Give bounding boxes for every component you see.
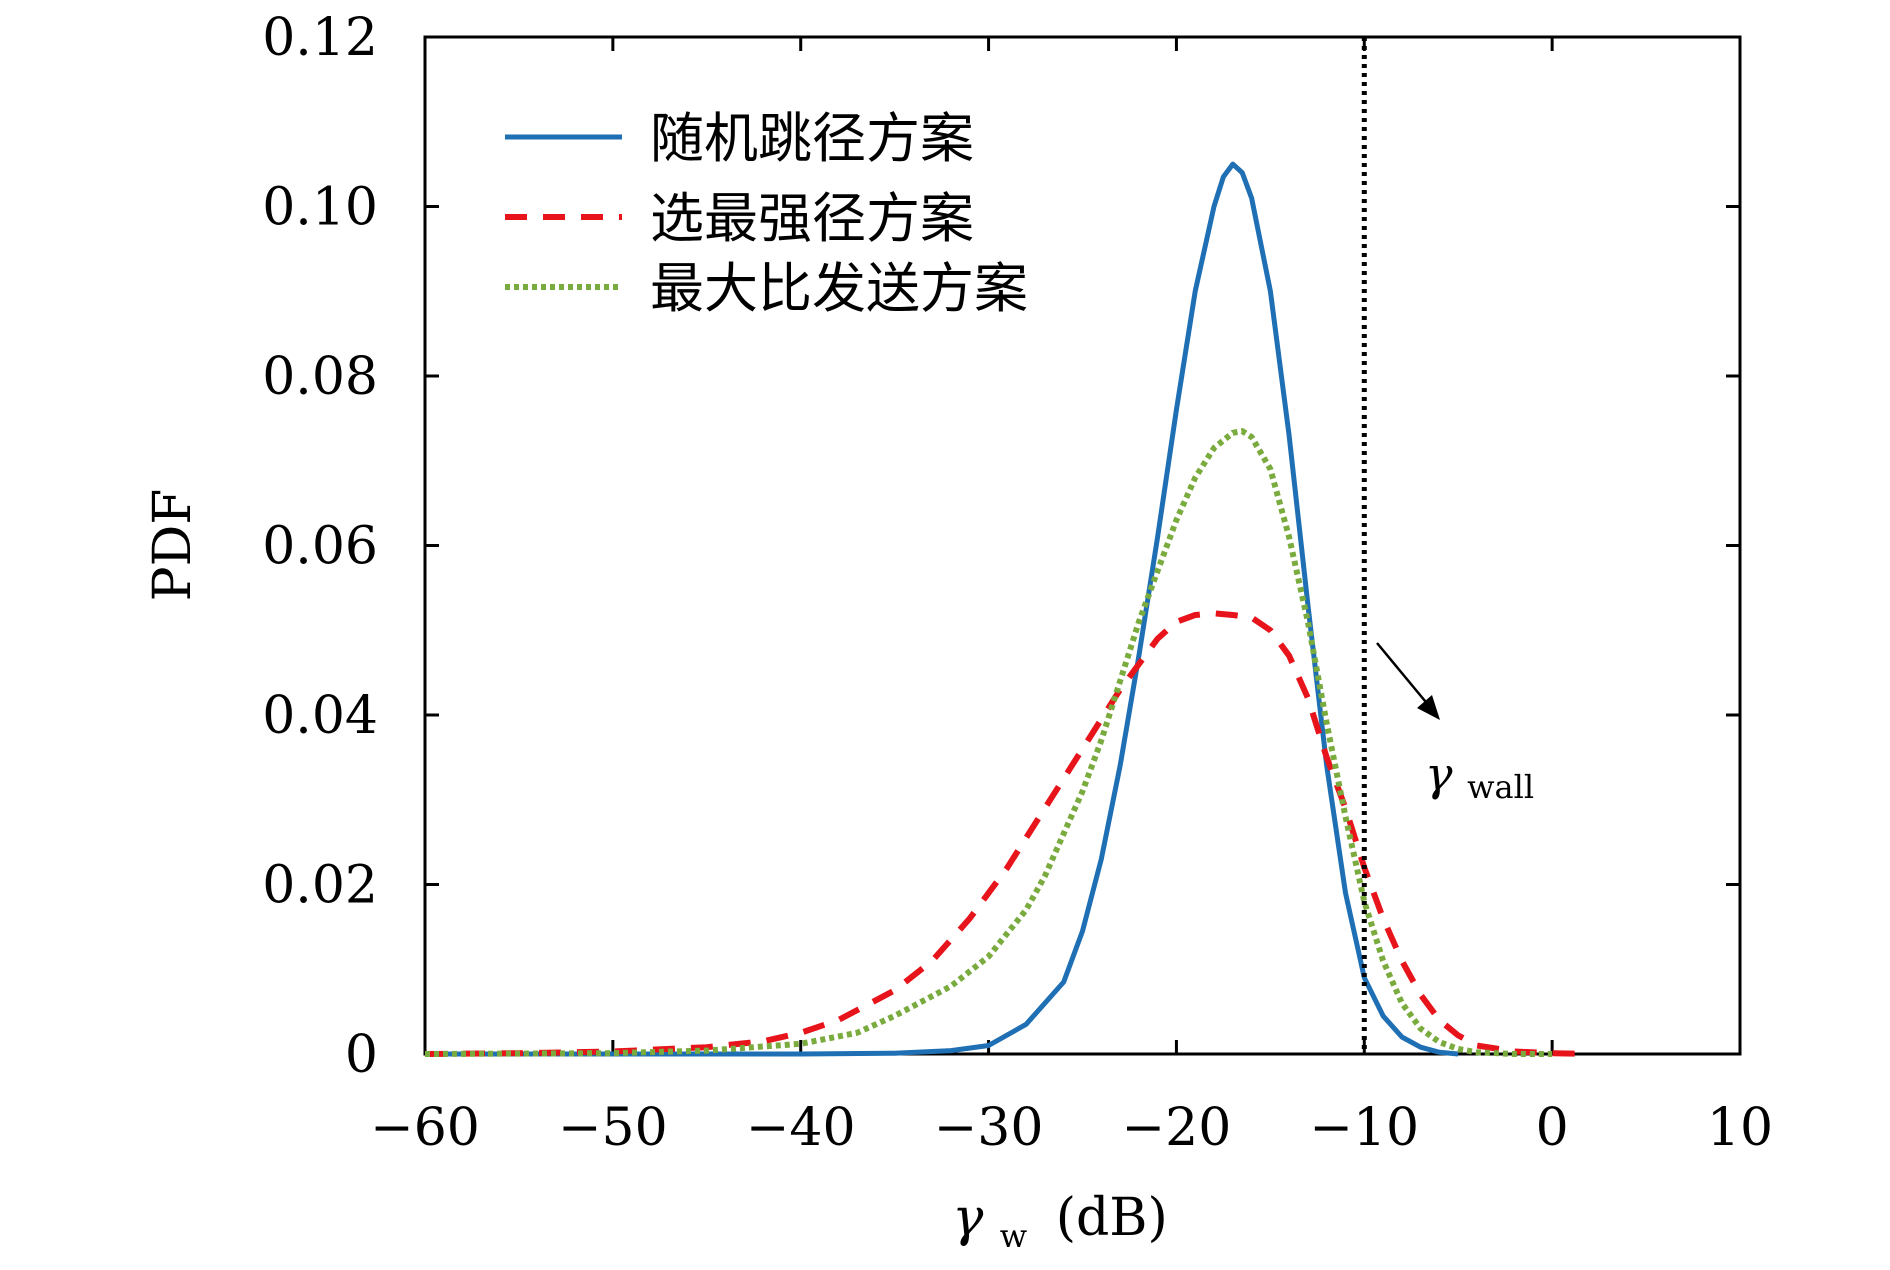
x-tick-label: 10 [1707, 1098, 1773, 1158]
y-tick-label: 0.10 [262, 178, 378, 238]
y-tick-label: 0.08 [262, 347, 378, 407]
threshold-arrow [1376, 642, 1431, 708]
threshold-arrow-head [1417, 695, 1440, 720]
x-tick-labels: −60 −50 −40 −30 −20 −10 0 10 [370, 1098, 1773, 1158]
legend-label-0: 随机跳径方案 [650, 107, 974, 170]
series-line-2 [424, 428, 1553, 1057]
legend-label-2: 最大比发送方案 [650, 257, 1028, 320]
x-axis-label-unit: (dB) [1056, 1188, 1168, 1248]
y-tick-label: 0.12 [262, 8, 378, 68]
threshold-label-symbol: γ [1425, 747, 1453, 801]
series-line-1 [424, 610, 1590, 1057]
x-axis-label-symbol: γ [952, 1188, 984, 1248]
series-line-0 [425, 161, 1459, 1057]
threshold-label: γ wall [1425, 747, 1534, 806]
y-tick-label: 0 [345, 1025, 378, 1085]
legend: 随机跳径方案 选最强径方案 最大比发送方案 [505, 107, 1028, 320]
series-layer [424, 161, 1590, 1057]
legend-label-1: 选最强径方案 [650, 187, 974, 250]
x-tick-label: 0 [1536, 1098, 1569, 1158]
threshold-label-sub: wall [1467, 768, 1534, 806]
axis-ticks [423, 35, 1742, 1056]
y-tick-label: 0.02 [262, 856, 378, 916]
x-tick-label: −50 [558, 1098, 668, 1158]
x-tick-label: −30 [934, 1098, 1044, 1158]
y-axis-label: PDF [143, 489, 203, 602]
x-axis-label-sub: w [1000, 1217, 1027, 1255]
y-tick-label: 0.06 [262, 517, 378, 577]
x-tick-label: −40 [746, 1098, 856, 1158]
x-tick-label: −10 [1309, 1098, 1419, 1158]
x-axis-label: γ w (dB) [952, 1188, 1168, 1260]
y-tick-labels: 0 0.02 0.04 0.06 0.08 0.10 0.12 [262, 8, 378, 1085]
x-tick-label: −60 [370, 1098, 480, 1158]
y-tick-label: 0.04 [262, 686, 378, 746]
x-tick-label: −20 [1122, 1098, 1232, 1158]
plot-area-frame [423, 35, 1742, 1056]
threshold-annotation: γ wall [1376, 642, 1534, 806]
